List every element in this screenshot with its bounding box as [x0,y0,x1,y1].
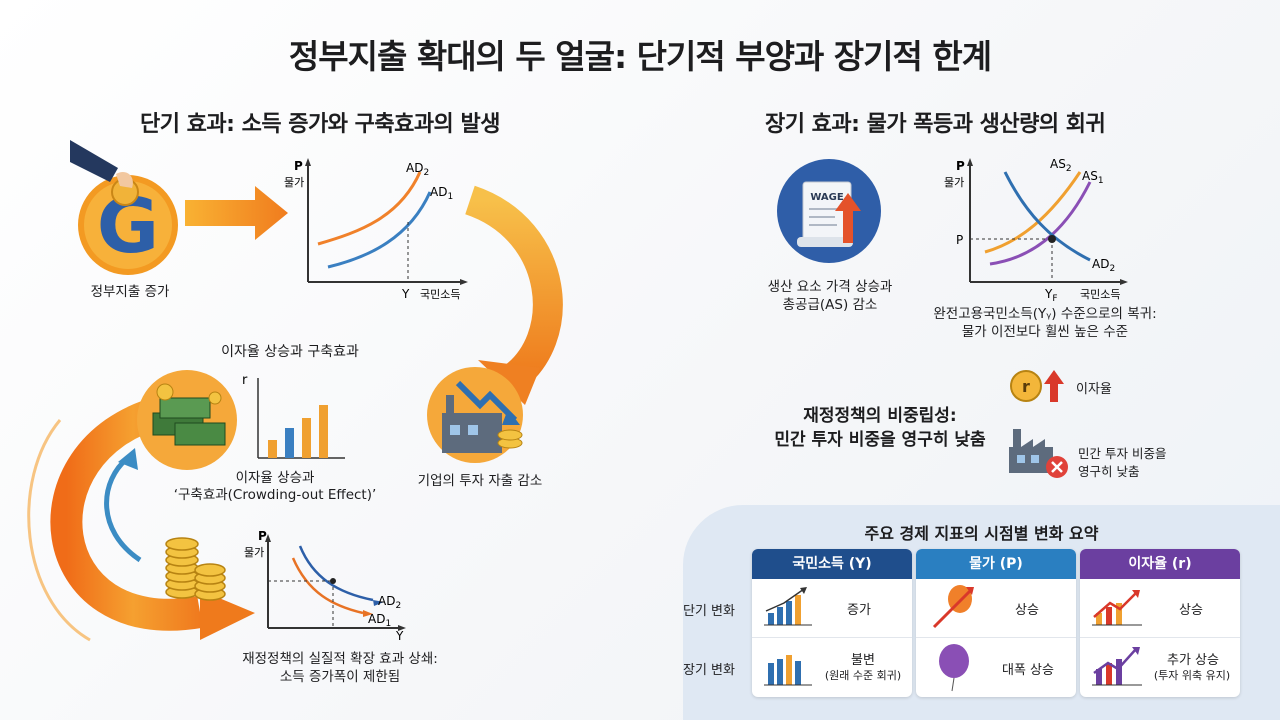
svg-text:r: r [1022,377,1030,396]
graph-caption-1: 완전고용국민소득(Yᵧ) 수준으로의 복귀: [933,306,1157,322]
bottom-caption-2: 소득 증가폭이 제한됨 [279,669,401,685]
wage-caption-1: 생산 요소 가격 상승과 [767,279,893,295]
crowding-out-arc [50,396,203,631]
col-interest-long-sub: (투자 위축 유지) [1153,669,1231,682]
wage-document-icon: WAGE [775,157,883,265]
coin-stack-icon [160,530,230,605]
long-term-heading: 장기 효과: 물가 폭등과 생산량의 회귀 [765,112,1106,137]
y-tick: Y [401,287,410,301]
col-interest-header: 이자율 (r) [1080,549,1240,579]
p-axis-label: P [294,159,303,173]
wage-caption-2: 총공급(AS) 감소 [782,297,878,313]
x-axis-label: 국민소득 [420,288,460,301]
money-stack-icon [135,368,240,473]
invest-label-2: 영구히 낮춤 [1078,464,1140,479]
summary-col-interest: 이자율 (r) 상승 추가 상승 (투자 위축 유지) [1080,549,1240,697]
p-mark: P [956,233,963,247]
graph2-ad2-label: AD2 [378,594,401,611]
bottom-caption-1: 재정정책의 실질적 확장 효과 상쇄: [242,651,438,667]
summary-col-price: 물가 (P) 상승 대폭 상승 [916,549,1076,697]
as-p-sub: 물가 [944,176,964,189]
trend-up-strong-icon [1092,647,1142,686]
balloon-icon [939,644,969,692]
balloon-arrow-icon [932,585,974,629]
col-income-long-sub: (원래 수준 회귀) [824,669,902,682]
col-price-long: 대폭 상승 [1002,663,1054,678]
bar-chart-flat-icon [764,655,812,686]
row-short-label: 단기 변화 [683,604,735,619]
ad2-label: AD2 [406,161,429,178]
non-neutral-2: 민간 투자 비중을 영구히 낮춤 [774,430,986,450]
crowding-out-graph: P 물가 AD2 AD1 Y [244,529,406,643]
col-price-short: 상승 [1015,603,1039,618]
col-interest-long: 추가 상승 [1167,653,1219,668]
svg-text:WAGE: WAGE [810,192,844,203]
invest-label-1: 민간 투자 비중을 [1078,446,1167,461]
as-ad2-label: AD2 [1092,257,1115,274]
p2-label: P [258,529,267,543]
summary-title: 주요 경제 지표의 시점별 변화 요약 [864,524,1099,543]
short-term-heading: 단기 효과: 소득 증가와 구축효과의 발생 [140,112,500,137]
as-shift-graph: P 물가 AS2 AS1 P AD2 YF 국민소득 [944,157,1128,302]
factory-caption: 기업의 투자 자출 감소 [417,473,543,489]
interest-label: 이자율 [1076,382,1112,397]
interest-caption-1: 이자율 상승과 [235,470,315,486]
col-income-header: 국민소득 (Y) [752,549,912,579]
col-price-header: 물가 (P) [916,549,1076,579]
graph2-y-label: Y [395,629,404,643]
non-neutral-1: 재정정책의 비중립성: [803,406,957,426]
as1-label: AS1 [1082,169,1104,186]
bar-chart-up-icon [764,587,812,626]
trend-up-icon [1092,590,1142,626]
p-axis-sub: 물가 [284,176,304,189]
feedback-arrow [104,456,142,563]
interest-rate-up-icon: r [1010,368,1070,404]
col-income-long: 불변 [851,653,875,668]
ad-shift-graph: P 물가 AD2 AD1 Y 국민소득 [284,158,468,301]
graph-caption-2: 물가 이전보다 휠씬 높은 수준 [961,324,1129,340]
p2-sub: 물가 [244,546,264,559]
row-long-label: 장기 변화 [683,663,735,678]
col-interest-short: 상승 [1179,603,1203,618]
as-p-label: P [956,159,965,173]
interest-caption-2: ‘구축효과(Crowding-out Effect)’ [173,487,377,503]
gov-spending-caption: 정부지출 증가 [90,284,170,300]
summary-col-income: 국민소득 (Y) 증가 불변 (원래 수준 회귀) [752,549,912,697]
as2-label: AS2 [1050,157,1072,174]
factory-x-icon [1005,425,1070,480]
page-title: 정부지출 확대의 두 얼굴: 단기적 부양과 장기적 한계 [288,37,992,76]
graph2-ad1-label: AD1 [368,612,391,629]
interest-heading: 이자율 상승과 구축효과 [221,344,359,360]
as-x-label: 국민소득 [1080,288,1120,301]
graph-to-factory-arc [464,185,563,393]
col-income-short: 증가 [847,603,871,618]
bar-axis-label: r [242,373,248,388]
government-spending-icon: G [70,140,185,280]
factory-decline-icon [420,365,530,465]
gov-to-graph-arrow [185,186,288,240]
interest-bar-chart: r [242,373,345,459]
yf-label: YF [1044,287,1058,302]
ad1-label: AD1 [430,185,453,202]
